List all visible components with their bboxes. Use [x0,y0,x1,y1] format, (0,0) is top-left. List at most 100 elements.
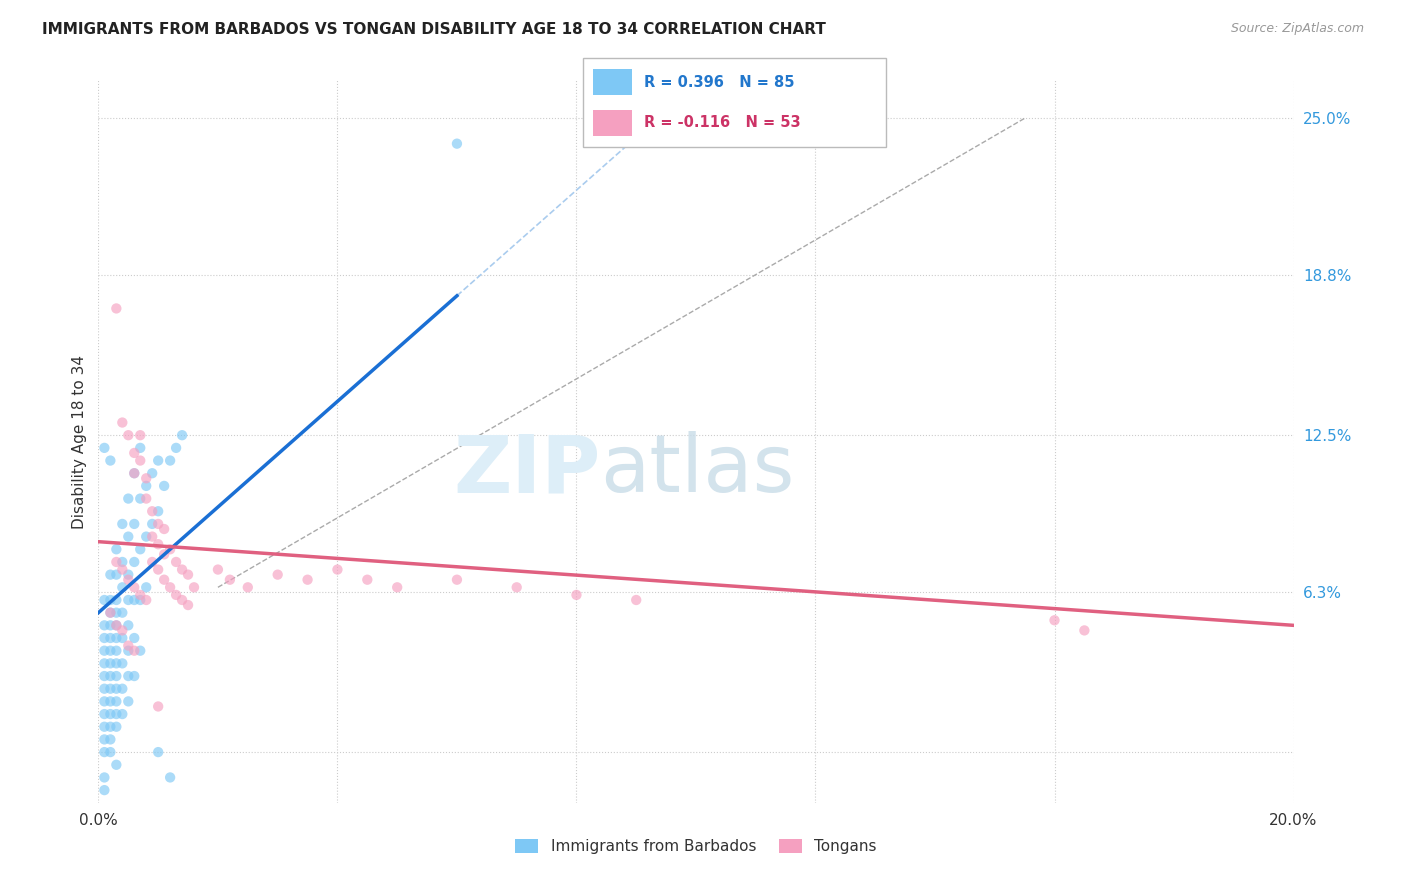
Point [148,453,170,467]
Point [105,593,128,607]
Point [1043,613,1066,627]
Point [105,606,128,620]
Point [98,606,122,620]
Point [172,563,194,577]
Point [98,606,122,620]
Point [93,694,115,708]
Point [153,479,176,493]
Point [326,563,349,577]
Point [148,537,170,551]
Text: Source: ZipAtlas.com: Source: ZipAtlas.com [1230,22,1364,36]
Point [159,771,181,785]
Point [124,580,146,594]
Point [93,745,115,759]
Point [117,567,139,582]
Point [141,467,163,481]
Point [183,580,205,594]
Point [129,588,152,602]
Point [105,707,128,722]
Point [124,669,146,683]
Point [124,516,146,531]
Point [148,745,170,759]
Point [153,547,176,561]
Point [98,707,122,722]
Point [117,491,139,506]
Point [98,453,122,467]
Legend: Immigrants from Barbados, Tongans: Immigrants from Barbados, Tongans [509,833,883,860]
Point [111,555,134,569]
Point [626,593,648,607]
Point [141,504,163,518]
Point [111,624,134,638]
Point [98,657,122,671]
Point [297,573,319,587]
Point [148,504,170,518]
Point [446,573,468,587]
Point [98,593,122,607]
Point [105,555,128,569]
Point [93,681,115,696]
Point [105,657,128,671]
Point [98,643,122,657]
Point [135,491,157,506]
Bar [592,110,631,136]
Point [93,618,115,632]
Point [111,681,134,696]
Point [98,694,122,708]
Point [93,771,115,785]
Point [117,593,139,607]
Point [153,573,176,587]
Point [141,530,163,544]
Point [135,580,157,594]
Text: ZIP: ZIP [453,432,600,509]
Point [98,745,122,759]
Point [111,416,134,430]
Point [129,453,152,467]
Point [98,567,122,582]
Point [446,136,468,151]
Point [141,555,163,569]
Point [117,669,139,683]
Point [172,428,194,442]
Point [165,441,187,455]
Point [165,588,187,602]
Point [177,598,200,612]
Point [98,618,122,632]
Point [98,669,122,683]
Point [93,643,115,657]
Text: R = -0.116   N = 53: R = -0.116 N = 53 [644,115,800,129]
Point [98,631,122,645]
Point [236,580,259,594]
Point [165,555,187,569]
Point [93,669,115,683]
Point [148,699,170,714]
Text: atlas: atlas [600,432,794,509]
Point [159,453,181,467]
Text: R = 0.396   N = 85: R = 0.396 N = 85 [644,75,794,89]
Point [153,522,176,536]
Point [385,580,409,594]
Point [148,563,170,577]
Point [98,732,122,747]
Text: IMMIGRANTS FROM BARBADOS VS TONGAN DISABILITY AGE 18 TO 34 CORRELATION CHART: IMMIGRANTS FROM BARBADOS VS TONGAN DISAB… [42,22,827,37]
Point [267,567,290,582]
Point [111,707,134,722]
Point [105,681,128,696]
Point [124,643,146,657]
Y-axis label: Disability Age 18 to 34: Disability Age 18 to 34 [72,354,87,529]
Point [111,657,134,671]
Point [105,757,128,772]
Point [129,542,152,557]
Point [93,593,115,607]
Point [105,567,128,582]
Point [105,618,128,632]
Point [111,580,134,594]
Point [117,639,139,653]
Point [172,593,194,607]
Point [177,567,200,582]
Point [117,573,139,587]
Point [356,573,378,587]
Bar [592,69,631,95]
Point [141,516,163,531]
Point [124,593,146,607]
